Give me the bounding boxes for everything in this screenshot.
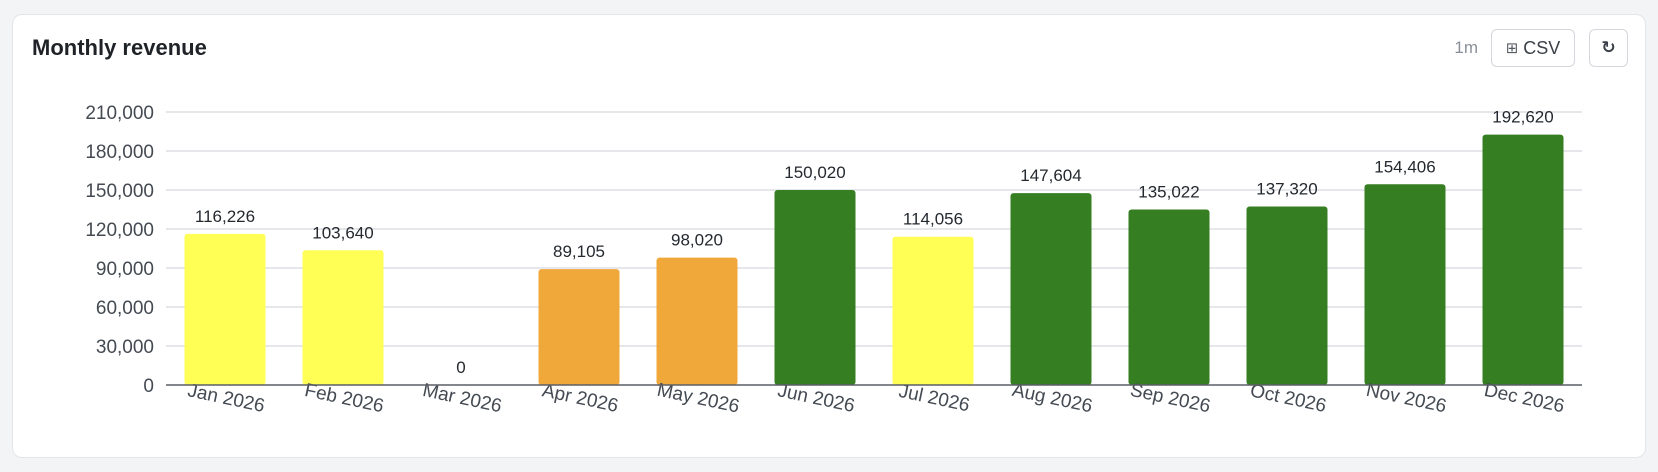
bar-value-label: 147,604 xyxy=(1020,166,1081,185)
bar-value-label: 137,320 xyxy=(1256,179,1317,198)
y-tick-label: 60,000 xyxy=(96,298,154,319)
y-tick-label: 120,000 xyxy=(85,220,154,241)
bar-value-label: 0 xyxy=(456,358,465,377)
y-tick-label: 90,000 xyxy=(96,259,154,280)
bar-value-label: 150,020 xyxy=(784,163,845,182)
bar-value-label: 89,105 xyxy=(553,242,605,261)
bar-value-label: 114,056 xyxy=(903,210,963,229)
bar-value-label: 135,022 xyxy=(1138,182,1199,201)
bar xyxy=(1482,134,1564,385)
y-tick-label: 150,000 xyxy=(85,181,154,202)
bar-value-label: 103,640 xyxy=(312,223,373,242)
bar xyxy=(302,250,384,385)
bar xyxy=(656,257,738,385)
refresh-icon: ↻ xyxy=(1601,38,1616,57)
bar xyxy=(1128,209,1210,385)
bar xyxy=(184,233,266,385)
csv-export-button[interactable]: ⊞ CSV xyxy=(1491,29,1575,67)
y-tick-label: 30,000 xyxy=(96,337,154,358)
table-grid-icon: ⊞ xyxy=(1505,40,1519,57)
y-tick-label: 210,000 xyxy=(85,103,154,124)
bar-value-label: 116,226 xyxy=(195,207,255,226)
bar xyxy=(1246,206,1328,385)
panel-title: Monthly revenue xyxy=(32,35,207,60)
refresh-button[interactable]: ↻ xyxy=(1589,29,1628,67)
y-tick-label: 180,000 xyxy=(85,142,154,163)
x-tick-label: Oct 2026 xyxy=(1248,380,1328,417)
csv-button-label: CSV xyxy=(1523,37,1561,58)
x-tick-label: Jul 2026 xyxy=(897,381,972,416)
panel-toolbar: 1m ⊞ CSV ↻ xyxy=(1454,29,1628,67)
x-tick-label: Apr 2026 xyxy=(540,380,620,417)
bar xyxy=(1364,184,1446,385)
bar xyxy=(892,236,974,385)
bar-value-label: 154,406 xyxy=(1374,157,1435,176)
bar-value-label: 192,620 xyxy=(1492,108,1553,127)
bar-value-label: 98,020 xyxy=(671,231,723,250)
bar xyxy=(774,189,856,385)
bar xyxy=(538,269,620,385)
y-tick-label: 0 xyxy=(143,376,154,397)
bar xyxy=(1010,193,1092,385)
refresh-interval-label: 1m xyxy=(1454,38,1478,57)
